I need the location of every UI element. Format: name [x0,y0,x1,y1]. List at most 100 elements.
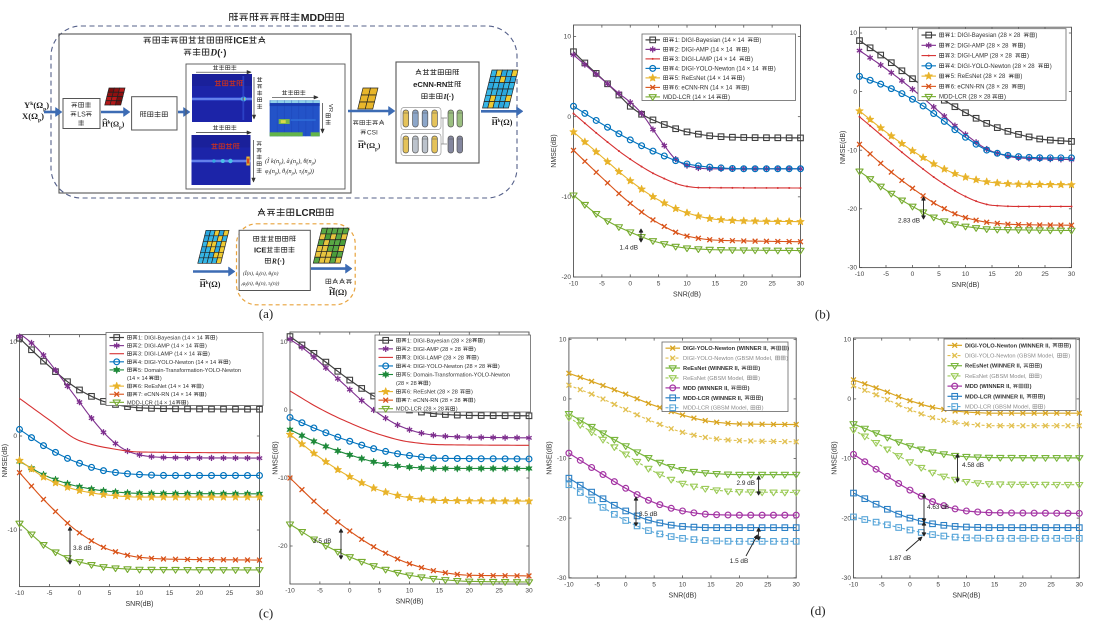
svg-text:-30: -30 [847,265,857,272]
svg-text:10: 10 [844,337,852,344]
svg-text:0: 0 [624,582,628,589]
svg-text:4: DIGI-YOLO-Newton (28 × 28: 4: DIGI-YOLO-Newton (28 × 28 [407,364,485,370]
svg-text:Hk(Ωp): Hk(Ωp) [358,141,381,152]
svg-text:1: DIGI-Bayesian (14 × 14: 1: DIGI-Bayesian (14 × 14 [675,38,745,44]
svg-text:Hk(Ω): Hk(Ω) [492,118,513,127]
svg-text:): ) [759,38,761,44]
svg-text:): ) [1068,354,1070,360]
svg-text:3: DIGI-LAMP (14 × 14: 3: DIGI-LAMP (14 × 14 [138,352,195,358]
svg-text:1.87 dB: 1.87 dB [889,555,911,562]
svg-text:10: 10 [136,590,144,597]
svg-text:2: DIGI-AMP (14 × 14: 2: DIGI-AMP (14 × 14 [675,47,733,53]
svg-text:6: eCNN-RN (28 × 28: 6: eCNN-RN (28 × 28 [951,84,1009,90]
svg-text:NMSE(dB): NMSE(dB) [832,441,839,474]
svg-text:): ) [1050,64,1052,70]
svg-text:Hk(Ω): Hk(Ω) [200,280,221,289]
svg-text:3.8 dB: 3.8 dB [73,545,91,552]
svg-text:0: 0 [911,271,915,278]
svg-text:φl(np), θl(np), τl(np)): φl(np), θl(np), τl(np)) [265,168,314,176]
svg-text:25: 25 [1047,582,1055,589]
svg-text:0: 0 [628,281,632,288]
svg-text:Hk(Ωp): Hk(Ωp) [102,120,125,131]
svg-text:-10: -10 [569,281,579,288]
svg-text:0: 0 [908,582,912,589]
svg-text:25: 25 [495,588,503,595]
svg-text:): ) [1024,43,1026,49]
svg-text:5: 5 [657,281,661,288]
svg-text:): ) [205,392,207,398]
svg-text:): ) [748,47,750,53]
svg-text:MDD-LCR (28 × 28: MDD-LCR (28 × 28 [396,407,444,413]
svg-text:(d): (d) [810,603,825,618]
svg-text:20: 20 [1019,582,1027,589]
svg-text:15: 15 [988,271,996,278]
svg-text:): ) [758,376,760,382]
svg-text:(a): (a) [259,306,273,321]
svg-text:): ) [1020,74,1022,80]
svg-text:0: 0 [284,407,288,414]
svg-text:): ) [474,398,476,404]
svg-text:): ) [747,85,749,91]
svg-text:-10: -10 [557,456,567,463]
svg-text:4.58 dB: 4.58 dB [962,462,984,469]
svg-text:D: D [210,48,218,58]
svg-text:3.5 dB: 3.5 dB [313,538,331,545]
svg-text:): ) [471,390,473,396]
svg-text:2: DIGI-AMP (28 × 28: 2: DIGI-AMP (28 × 28 [951,43,1009,49]
svg-text:ReEsNet (WINNER II,: ReEsNet (WINNER II, [965,364,1022,370]
svg-text:20: 20 [1015,271,1023,278]
svg-text:0: 0 [563,396,567,403]
svg-text:(·): (·) [446,92,454,101]
svg-text:6: ReEsNet (14 × 14: 6: ReEsNet (14 × 14 [138,384,189,390]
svg-text:): ) [786,356,788,362]
svg-text:SNR(dB): SNR(dB) [673,292,701,299]
svg-text:LS: LS [77,112,86,119]
svg-text:-20: -20 [841,515,851,522]
svg-text:,φl(n), θl(n), τl(n)): ,φl(n), θl(n), τl(n)) [241,280,279,287]
svg-text:NMSE(dB): NMSE(dB) [551,134,558,167]
svg-text:NMSE(dB): NMSE(dB) [840,131,847,164]
svg-text:20: 20 [196,590,204,597]
svg-text:10: 10 [559,337,567,344]
svg-text:10: 10 [406,588,414,595]
svg-text:MDD-LCR (GBSM Model,: MDD-LCR (GBSM Model, [683,406,749,412]
svg-text:): ) [761,396,763,402]
svg-text:6: ReEsNet (28 × 28: 6: ReEsNet (28 × 28 [407,390,458,396]
svg-text:1: DIGI-Bayesian (28 × 28: 1: DIGI-Bayesian (28 × 28 [407,338,472,344]
svg-text:30: 30 [256,590,264,597]
svg-text:): ) [229,360,231,366]
svg-text:-5: -5 [879,582,885,589]
svg-text:H(Ω): H(Ω) [329,288,347,297]
svg-text:-5: -5 [594,582,600,589]
svg-text:5: Domain-Transformation-YOLO-: 5: Domain-Transformation-YOLO-Newton [407,372,510,378]
svg-text:(14 × 14: (14 × 14 [127,376,148,382]
svg-text:): ) [456,407,458,413]
svg-text:20: 20 [740,281,748,288]
svg-text:): ) [1040,364,1042,370]
svg-text:): ) [774,66,776,72]
svg-text:k: k [271,158,274,165]
svg-text:25: 25 [1041,271,1049,278]
svg-text:2: DIGI-AMP (28 × 28: 2: DIGI-AMP (28 × 28 [407,347,461,353]
svg-text:0: 0 [847,396,851,403]
svg-text:30: 30 [1076,582,1084,589]
svg-text:-5: -5 [883,271,889,278]
svg-text:ICE: ICE [254,246,266,255]
svg-text:15: 15 [436,588,444,595]
svg-text:15: 15 [991,582,999,589]
svg-text:1.4 dB: 1.4 dB [620,245,638,252]
svg-text:-20: -20 [278,543,288,550]
svg-text:7: eCNN-RN (28 × 28: 7: eCNN-RN (28 × 28 [407,398,461,404]
svg-text:DIGI-YOLO-Newton (WINNER II,: DIGI-YOLO-Newton (WINNER II, [965,343,1050,349]
svg-text:SNR(dB): SNR(dB) [952,593,980,600]
svg-text:4.63 dB: 4.63 dB [927,504,949,511]
svg-text:5: Domain-Transformation-YOLO-: 5: Domain-Transformation-YOLO-Newton [138,368,241,374]
svg-text:-30: -30 [557,575,567,582]
svg-text:-10: -10 [841,456,851,463]
svg-text:15: 15 [707,582,715,589]
svg-text:15: 15 [712,281,720,288]
svg-text:MDD-LCR (14 × 14: MDD-LCR (14 × 14 [663,95,715,101]
svg-text:-10: -10 [7,527,17,534]
svg-text:): ) [498,364,500,370]
svg-text:): ) [1043,394,1045,400]
